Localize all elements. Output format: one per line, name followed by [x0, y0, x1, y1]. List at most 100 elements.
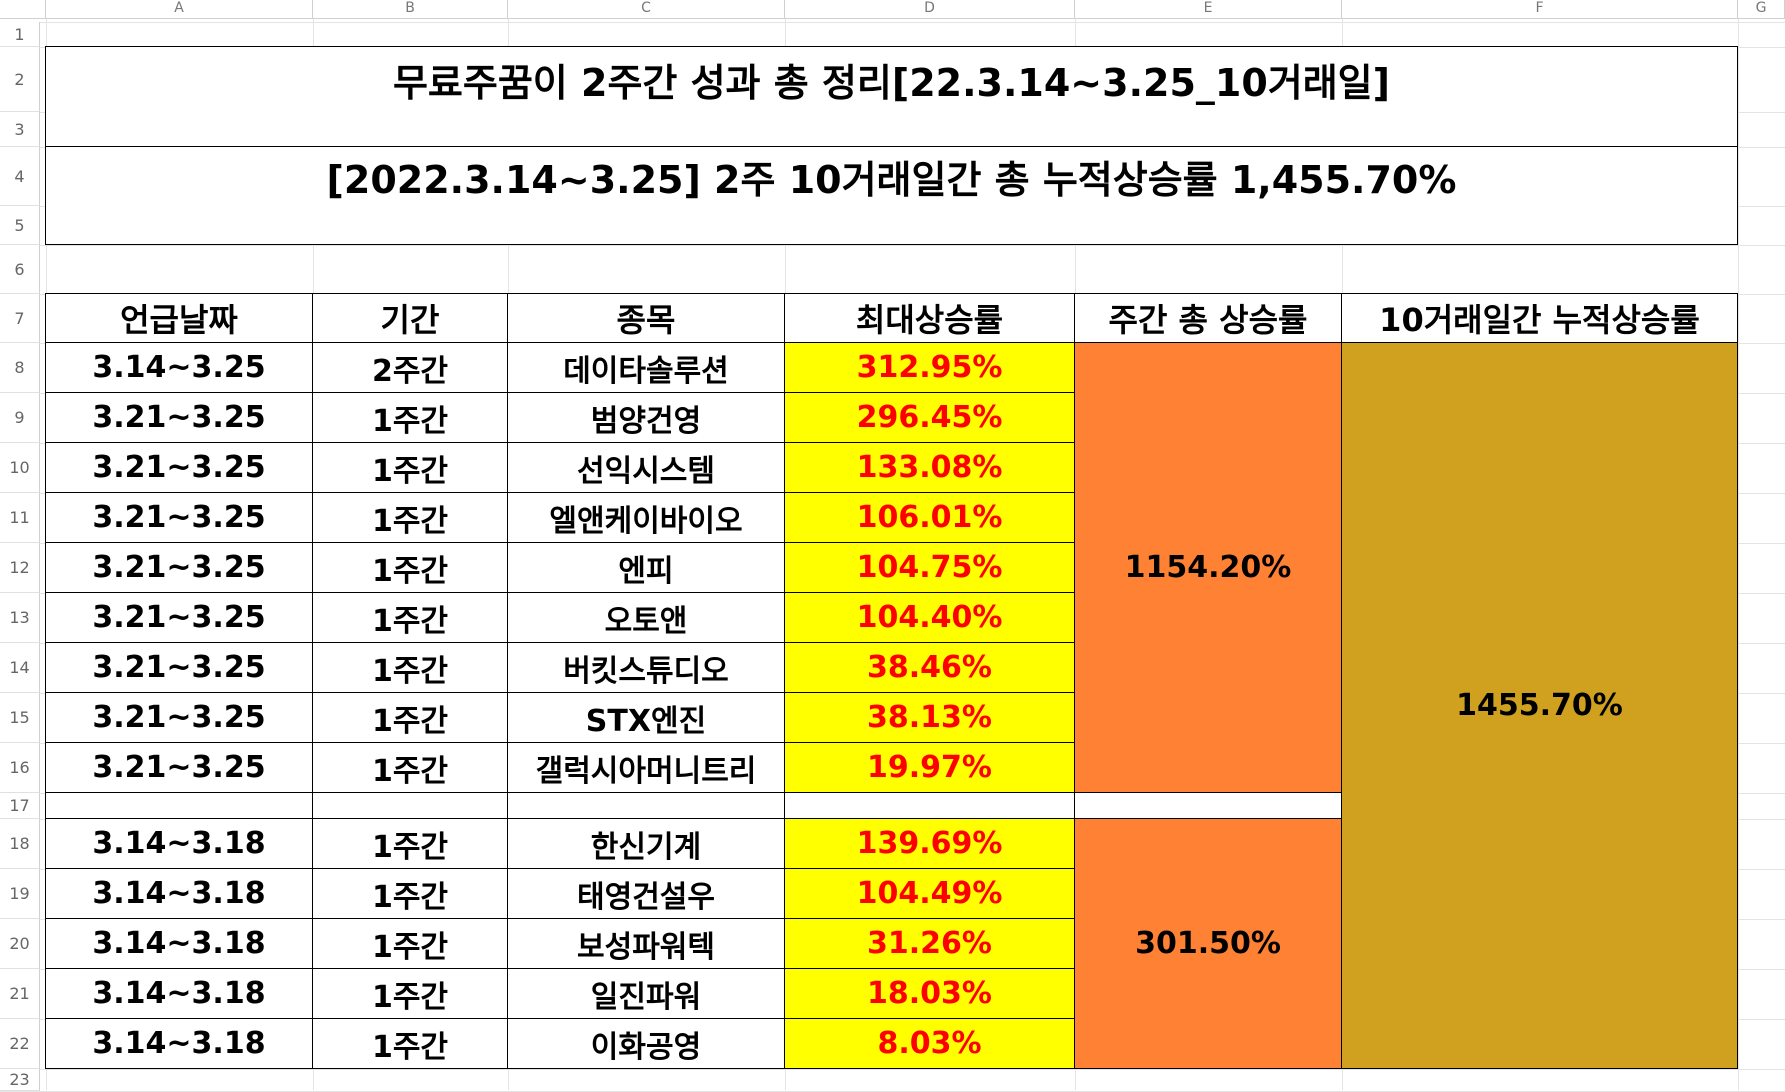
column-header-b[interactable]: B	[313, 0, 508, 19]
date-cell[interactable]: 3.21~3.25	[45, 392, 313, 443]
period-cell[interactable]: 1주간	[312, 592, 508, 643]
period-cell[interactable]: 1주간	[312, 1018, 508, 1069]
max-rise-cell[interactable]: 104.49%	[784, 868, 1075, 919]
row-header-18[interactable]: 18	[0, 819, 40, 869]
row-header-12[interactable]: 12	[0, 543, 40, 593]
row-header-13[interactable]: 13	[0, 593, 40, 643]
row-header-20[interactable]: 20	[0, 919, 40, 969]
period-cell[interactable]: 1주간	[312, 918, 508, 969]
row-header-16[interactable]: 16	[0, 743, 40, 793]
max-rise-cell[interactable]: 31.26%	[784, 918, 1075, 969]
date-cell[interactable]: 3.21~3.25	[45, 692, 313, 743]
max-rise-cell[interactable]: 19.97%	[784, 742, 1075, 793]
select-all-corner[interactable]	[0, 0, 46, 19]
date-cell[interactable]: 3.21~3.25	[45, 642, 313, 693]
row-header-5[interactable]: 5	[0, 206, 40, 245]
row-header-11[interactable]: 11	[0, 493, 40, 543]
period-cell[interactable]: 1주간	[312, 818, 508, 869]
row-header-4[interactable]: 4	[0, 147, 40, 206]
max-rise-cell[interactable]: 296.45%	[784, 392, 1075, 443]
cumulative-summary[interactable]: [2022.3.14~3.25] 2주 10거래일간 총 누적상승률 1,455…	[45, 146, 1738, 206]
blank-row-5[interactable]	[45, 205, 1738, 245]
date-cell[interactable]: 3.21~3.25	[45, 542, 313, 593]
week2-total-cell[interactable]: 1154.20%	[1074, 342, 1342, 793]
table-header-1[interactable]: 언급날짜	[45, 293, 313, 343]
max-rise-cell[interactable]: 38.13%	[784, 692, 1075, 743]
column-header-e[interactable]: E	[1075, 0, 1342, 19]
column-header-c[interactable]: C	[508, 0, 785, 19]
stock-name-cell[interactable]: 선익시스템	[507, 442, 785, 493]
max-rise-cell[interactable]: 106.01%	[784, 492, 1075, 543]
stock-name-cell[interactable]: 엔피	[507, 542, 785, 593]
row-header-8[interactable]: 8	[0, 343, 40, 393]
period-cell[interactable]: 2주간	[312, 342, 508, 393]
row-header-3[interactable]: 3	[0, 112, 40, 147]
date-cell[interactable]: 3.21~3.25	[45, 492, 313, 543]
blank-cell-row-17[interactable]	[312, 792, 508, 819]
table-header-2[interactable]: 기간	[312, 293, 508, 343]
period-cell[interactable]: 1주간	[312, 968, 508, 1019]
max-rise-cell[interactable]: 8.03%	[784, 1018, 1075, 1069]
table-header-5[interactable]: 주간 총 상승률	[1074, 293, 1342, 343]
stock-name-cell[interactable]: 일진파워	[507, 968, 785, 1019]
stock-name-cell[interactable]: STX엔진	[507, 692, 785, 743]
period-cell[interactable]: 1주간	[312, 392, 508, 443]
sheet-title[interactable]: 무료주꿈이 2주간 성과 총 정리[22.3.14~3.25_10거래일]	[45, 46, 1738, 112]
stock-name-cell[interactable]: 범양건영	[507, 392, 785, 443]
stock-name-cell[interactable]: 이화공영	[507, 1018, 785, 1069]
date-cell[interactable]: 3.21~3.25	[45, 742, 313, 793]
cumulative-total-cell[interactable]: 1455.70%	[1341, 342, 1738, 1069]
date-cell[interactable]: 3.21~3.25	[45, 442, 313, 493]
period-cell[interactable]: 1주간	[312, 542, 508, 593]
stock-name-cell[interactable]: 엘앤케이바이오	[507, 492, 785, 543]
row-header-1[interactable]: 1	[0, 22, 40, 47]
row-header-9[interactable]: 9	[0, 393, 40, 443]
date-cell[interactable]: 3.21~3.25	[45, 592, 313, 643]
date-cell[interactable]: 3.14~3.18	[45, 1018, 313, 1069]
max-rise-cell[interactable]: 18.03%	[784, 968, 1075, 1019]
max-rise-cell[interactable]: 139.69%	[784, 818, 1075, 869]
stock-name-cell[interactable]: 한신기계	[507, 818, 785, 869]
row-header-7[interactable]: 7	[0, 294, 40, 343]
row-header-22[interactable]: 22	[0, 1019, 40, 1069]
column-header-d[interactable]: D	[785, 0, 1075, 19]
row-header-23[interactable]: 23	[0, 1069, 40, 1091]
table-header-3[interactable]: 종목	[507, 293, 785, 343]
stock-name-cell[interactable]: 갤럭시아머니트리	[507, 742, 785, 793]
table-header-6[interactable]: 10거래일간 누적상승률	[1341, 293, 1738, 343]
date-cell[interactable]: 3.14~3.18	[45, 968, 313, 1019]
row-header-19[interactable]: 19	[0, 869, 40, 919]
row-header-2[interactable]: 2	[0, 47, 40, 112]
table-header-4[interactable]: 최대상승률	[784, 293, 1075, 343]
row-header-17[interactable]: 17	[0, 793, 40, 819]
column-header-a[interactable]: A	[46, 0, 313, 19]
column-header-g[interactable]: G	[1738, 0, 1785, 19]
row-header-21[interactable]: 21	[0, 969, 40, 1019]
blank-row-3[interactable]	[45, 111, 1738, 147]
max-rise-cell[interactable]: 133.08%	[784, 442, 1075, 493]
row-header-15[interactable]: 15	[0, 693, 40, 743]
max-rise-cell[interactable]: 312.95%	[784, 342, 1075, 393]
period-cell[interactable]: 1주간	[312, 742, 508, 793]
period-cell[interactable]: 1주간	[312, 692, 508, 743]
blank-cell-row-17[interactable]	[507, 792, 785, 819]
week1-total-cell[interactable]: 301.50%	[1074, 818, 1342, 1069]
max-rise-cell[interactable]: 104.75%	[784, 542, 1075, 593]
max-rise-cell[interactable]: 38.46%	[784, 642, 1075, 693]
blank-cell-row-17[interactable]	[45, 792, 313, 819]
stock-name-cell[interactable]: 오토앤	[507, 592, 785, 643]
date-cell[interactable]: 3.14~3.18	[45, 818, 313, 869]
row-header-14[interactable]: 14	[0, 643, 40, 693]
stock-name-cell[interactable]: 보성파워텍	[507, 918, 785, 969]
row-header-10[interactable]: 10	[0, 443, 40, 493]
row-header-6[interactable]: 6	[0, 245, 40, 294]
blank-cell-row-17[interactable]	[1074, 792, 1342, 819]
stock-name-cell[interactable]: 버킷스튜디오	[507, 642, 785, 693]
stock-name-cell[interactable]: 태영건설우	[507, 868, 785, 919]
date-cell[interactable]: 3.14~3.18	[45, 918, 313, 969]
period-cell[interactable]: 1주간	[312, 642, 508, 693]
period-cell[interactable]: 1주간	[312, 442, 508, 493]
date-cell[interactable]: 3.14~3.25	[45, 342, 313, 393]
max-rise-cell[interactable]: 104.40%	[784, 592, 1075, 643]
period-cell[interactable]: 1주간	[312, 868, 508, 919]
